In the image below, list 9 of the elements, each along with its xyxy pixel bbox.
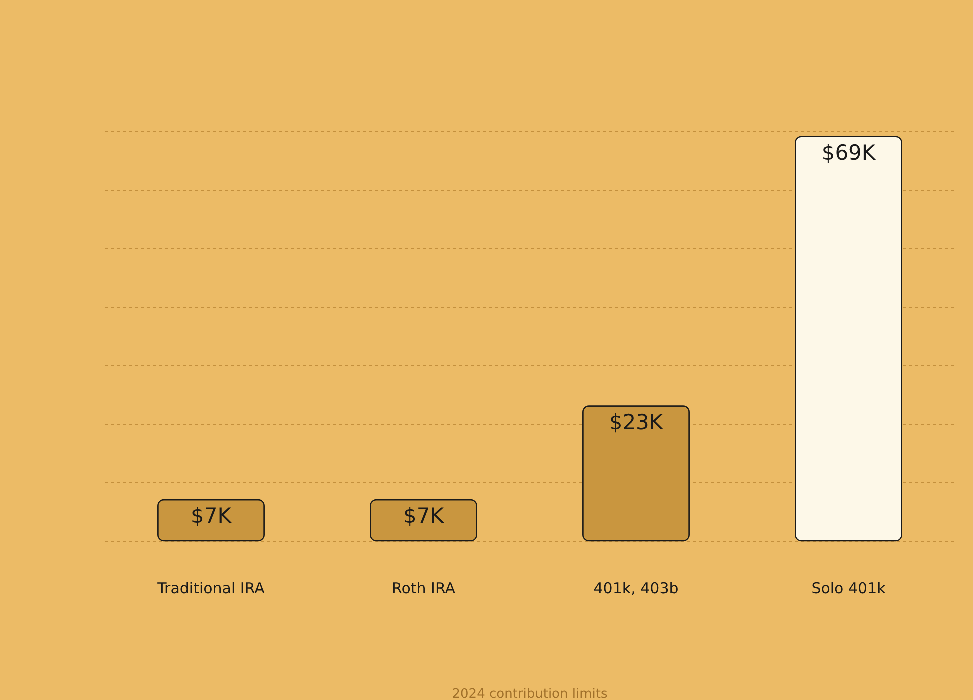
data-label: $69K [822, 140, 877, 165]
data-label: $7K [191, 504, 233, 528]
data-label: $23K [609, 410, 664, 434]
x-tick-label: Traditional IRA [156, 580, 266, 598]
x-tick-label: Roth IRA [392, 580, 456, 598]
x-tick-label: 401k, 403b [594, 580, 679, 598]
data-label: $7K [404, 504, 446, 528]
x-tick-label: Solo 401k [812, 580, 886, 598]
text: 2024 contribution limits [452, 687, 608, 700]
